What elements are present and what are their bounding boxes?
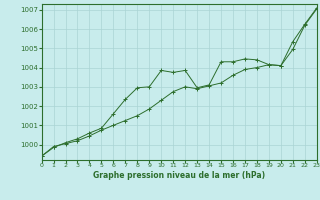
X-axis label: Graphe pression niveau de la mer (hPa): Graphe pression niveau de la mer (hPa) [93,171,265,180]
